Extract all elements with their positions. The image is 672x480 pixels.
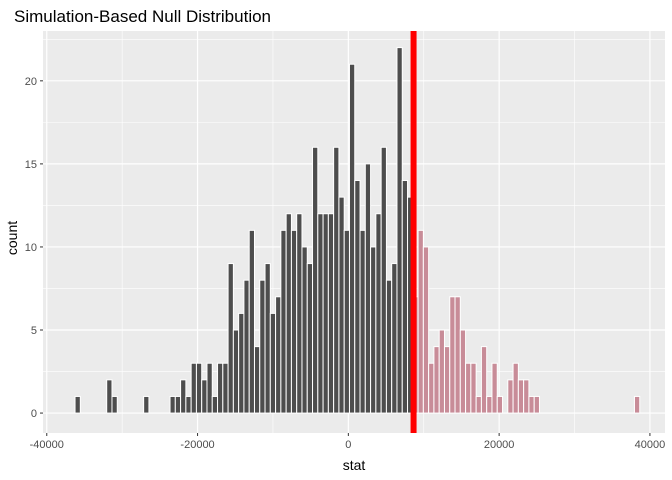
histogram-bar xyxy=(143,395,150,414)
histogram-bar xyxy=(269,312,277,414)
histogram-bar xyxy=(443,346,451,414)
y-tick-label: 20 xyxy=(25,76,37,88)
y-tick-label: 5 xyxy=(31,325,37,337)
histogram-bar xyxy=(496,395,504,414)
histogram-bar xyxy=(343,229,350,414)
histogram-bar xyxy=(174,395,182,414)
x-tick-label: 0 xyxy=(345,439,351,451)
histogram-bar xyxy=(517,379,525,414)
chart-title: Simulation-Based Null Distribution xyxy=(14,7,271,26)
histogram-bar xyxy=(285,213,292,414)
histogram-bar xyxy=(290,229,298,414)
histogram-bar xyxy=(475,395,482,414)
histogram-bar xyxy=(422,246,430,414)
histogram-bar xyxy=(396,47,403,414)
histogram-bar xyxy=(275,296,282,414)
y-tick-label: 10 xyxy=(25,242,37,254)
histogram-bar xyxy=(438,329,445,414)
histogram-bar xyxy=(380,146,387,414)
x-tick-label: 20000 xyxy=(484,439,515,451)
histogram-bar xyxy=(227,263,234,414)
histogram-bar xyxy=(190,362,197,414)
histogram-bar xyxy=(180,379,187,414)
histogram-bar xyxy=(523,379,530,414)
histogram-bar xyxy=(480,346,488,414)
histogram-bar xyxy=(232,329,240,414)
histogram-bar xyxy=(317,213,324,414)
histogram-bar xyxy=(238,312,245,414)
histogram-bar xyxy=(486,395,493,414)
histogram-bar xyxy=(385,279,393,414)
histogram-bar xyxy=(533,395,540,414)
x-tick-label: 40000 xyxy=(635,439,666,451)
histogram-bar xyxy=(253,346,261,414)
histogram-bar xyxy=(465,362,472,414)
histogram-bar xyxy=(449,296,456,414)
histogram-bar xyxy=(512,362,519,414)
histogram-bar xyxy=(111,395,118,414)
histogram-bar xyxy=(370,246,377,414)
histogram-bar xyxy=(375,213,382,414)
histogram-bar xyxy=(211,395,219,414)
histogram-bar xyxy=(417,229,424,414)
histogram-bar xyxy=(433,346,440,414)
histogram-bar xyxy=(364,163,372,414)
y-axis: 0 5 10 15 20 xyxy=(25,76,43,420)
histogram-bar xyxy=(195,362,203,414)
histogram-bar xyxy=(528,395,535,414)
x-tick-label: -20000 xyxy=(180,439,214,451)
histogram-bar xyxy=(507,379,514,414)
histogram-bar xyxy=(248,229,255,414)
histogram-bar xyxy=(169,395,176,414)
histogram-bar xyxy=(201,379,208,414)
histogram-bar xyxy=(259,279,266,414)
histogram-bar xyxy=(312,146,319,414)
x-axis: -40000 -20000 0 20000 40000 xyxy=(30,433,666,451)
histogram-bar xyxy=(454,296,461,414)
histogram-bar xyxy=(206,362,213,414)
histogram-bar xyxy=(222,362,229,414)
y-tick-label: 15 xyxy=(25,159,37,171)
histogram-bar xyxy=(470,362,477,414)
histogram-bar xyxy=(354,180,361,414)
histogram-bar xyxy=(633,395,641,414)
y-axis-title: count xyxy=(4,221,20,255)
histogram-bar xyxy=(185,395,192,414)
histogram-bar xyxy=(74,395,81,414)
histogram-bar xyxy=(280,229,287,414)
y-tick-label: 0 xyxy=(31,408,37,420)
histogram-bar xyxy=(348,63,356,414)
histogram-bar xyxy=(243,279,250,414)
histogram-bars xyxy=(74,47,641,414)
x-tick-label: -40000 xyxy=(30,439,64,451)
histogram-bar xyxy=(264,263,271,414)
histogram-bar xyxy=(333,146,340,414)
x-axis-title: stat xyxy=(343,457,366,473)
histogram-bar xyxy=(428,362,435,414)
histogram-bar xyxy=(296,213,303,414)
histogram-bar xyxy=(322,213,329,414)
histogram-bar xyxy=(338,196,345,414)
histogram-bar xyxy=(459,329,467,414)
histogram-bar xyxy=(106,379,113,414)
histogram-bar xyxy=(359,229,366,414)
histogram-bar xyxy=(306,263,314,414)
histogram-bar xyxy=(491,362,498,414)
histogram-bar xyxy=(327,213,335,414)
histogram-bar xyxy=(391,263,398,414)
histogram-bar xyxy=(401,180,409,414)
histogram-bar xyxy=(301,246,308,414)
histogram-bar xyxy=(217,362,224,414)
